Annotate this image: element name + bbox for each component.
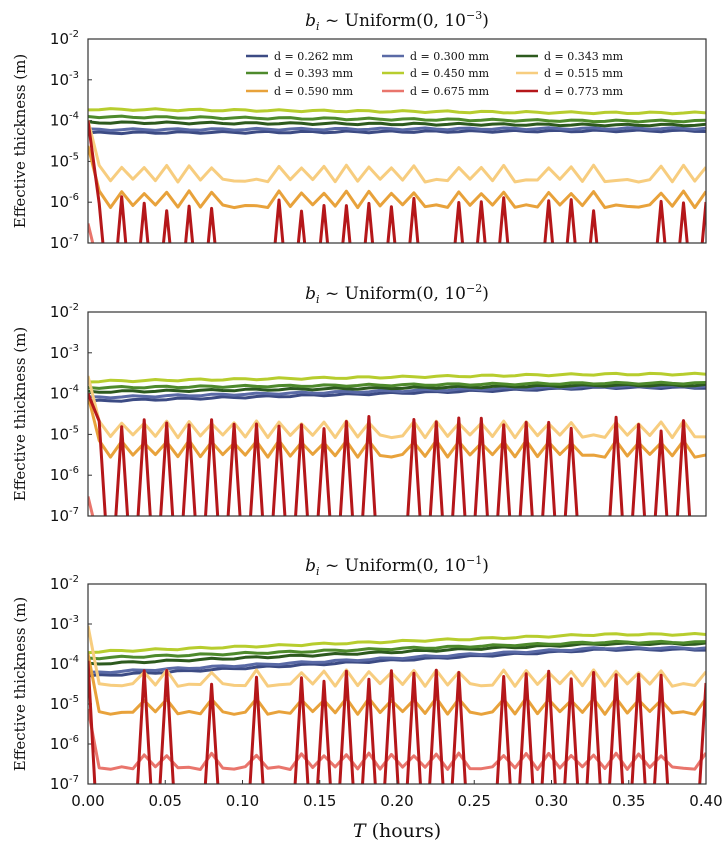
series-line xyxy=(88,632,706,655)
panel-2: bi ~ Uniform(0, 10−2) 10-2 10-3 10-4 10-5 10-… xyxy=(11,282,707,525)
series-line xyxy=(88,653,706,716)
x-tick-label: 0.30 xyxy=(535,792,568,810)
series-line xyxy=(88,625,706,688)
x-tick-label: 0.25 xyxy=(458,792,491,810)
panel-3: bi ~ Uniform(0, 10−1) 10-2 10-3 10-4 10-5 10-… xyxy=(11,554,723,842)
y-tick-label: 10-7 xyxy=(50,233,79,252)
y-tick-label: 10-6 xyxy=(50,192,79,211)
y-tick-label: 10-7 xyxy=(50,506,79,525)
y-tick-label: 10-4 xyxy=(50,111,79,130)
legend-entry: d = 0.262 mm xyxy=(274,50,354,63)
plot-area xyxy=(88,625,706,784)
plot-area xyxy=(88,371,706,516)
y-axis-label: Effective thickness (m) xyxy=(11,597,29,771)
axes-frame xyxy=(87,38,707,244)
panel-title: bi ~ Uniform(0, 10−3) xyxy=(305,9,489,33)
x-tick-label: 0.20 xyxy=(380,792,413,810)
series-line xyxy=(88,128,706,136)
plot-area xyxy=(88,107,706,243)
series-line xyxy=(88,380,706,390)
series-line xyxy=(88,641,706,666)
panel-title: bi ~ Uniform(0, 10−1) xyxy=(305,554,489,578)
series-line xyxy=(88,371,706,384)
x-axis-label: T (hours) xyxy=(353,820,441,842)
series-line xyxy=(88,119,706,184)
series-line xyxy=(88,120,706,243)
y-tick-label: 10-5 xyxy=(50,694,79,713)
series-line xyxy=(88,382,706,394)
series-line xyxy=(88,145,706,210)
legend-entry: d = 0.343 mm xyxy=(544,50,624,63)
y-tick-label: 10-3 xyxy=(50,70,79,89)
series-line xyxy=(88,496,95,516)
series-line xyxy=(88,393,692,516)
y-tick-label: 10-2 xyxy=(50,574,79,593)
series-line xyxy=(88,107,706,116)
legend-entry: d = 0.393 mm xyxy=(274,67,354,80)
x-tick-label: 0.40 xyxy=(689,792,722,810)
x-tick-label: 0.00 xyxy=(71,792,104,810)
y-tick-label: 10-6 xyxy=(50,465,79,484)
y-tick-label: 10-2 xyxy=(50,29,79,48)
series-line xyxy=(88,114,706,124)
legend: d = 0.262 mm d = 0.300 mm d = 0.343 mm d = … xyxy=(246,50,624,98)
x-tick-label: 0.05 xyxy=(149,792,182,810)
series-line xyxy=(88,645,706,675)
x-tick-label: 0.10 xyxy=(226,792,259,810)
axes-frame xyxy=(87,311,707,517)
x-tick-label: 0.15 xyxy=(303,792,336,810)
legend-entry: d = 0.300 mm xyxy=(410,50,490,63)
y-tick-label: 10-3 xyxy=(50,614,79,633)
y-tick-label: 10-4 xyxy=(50,654,79,673)
y-tick-label: 10-7 xyxy=(50,774,79,793)
series-line xyxy=(88,120,706,128)
series-line xyxy=(88,223,95,243)
legend-entry: d = 0.515 mm xyxy=(544,67,624,80)
y-tick-label: 10-2 xyxy=(50,302,79,321)
panel-1: bi ~ Uniform(0, 10−3) 10-2 10-3 10-4 10-5 10-… xyxy=(11,9,707,252)
series-line xyxy=(88,660,706,784)
panel-title: bi ~ Uniform(0, 10−2) xyxy=(305,282,489,306)
series-line xyxy=(88,126,706,132)
y-tick-label: 10-4 xyxy=(50,384,79,403)
series-line xyxy=(88,639,706,661)
y-tick-label: 10-3 xyxy=(50,343,79,362)
legend-entry: d = 0.590 mm xyxy=(274,85,354,98)
y-axis-label: Effective thickness (m) xyxy=(11,54,29,228)
legend-entry: d = 0.675 mm xyxy=(410,85,490,98)
y-tick-label: 10-6 xyxy=(50,734,79,753)
y-axis-label: Effective thickness (m) xyxy=(11,327,29,501)
series-line xyxy=(88,375,706,440)
legend-entry: d = 0.450 mm xyxy=(410,67,490,80)
y-tick-label: 10-5 xyxy=(50,424,79,443)
y-tick-label: 10-5 xyxy=(50,151,79,170)
legend-entry: d = 0.773 mm xyxy=(544,85,624,98)
x-tick-label: 0.35 xyxy=(612,792,645,810)
